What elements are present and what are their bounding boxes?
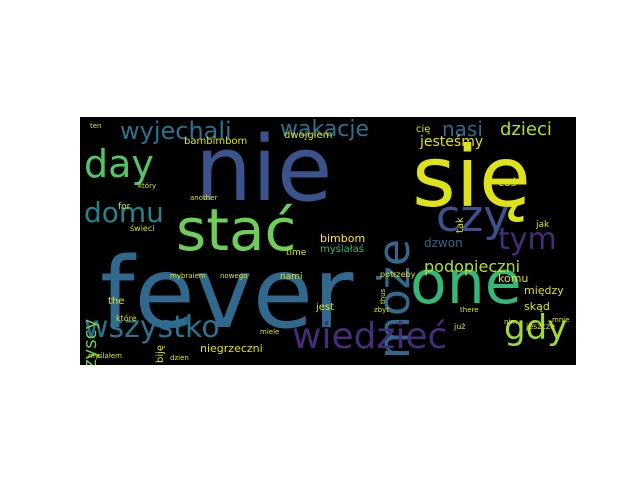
word: skąd	[524, 300, 550, 313]
word: stać	[176, 196, 297, 264]
word: jeszcze	[526, 322, 556, 331]
word: fever	[100, 237, 354, 351]
word: miele	[260, 328, 280, 336]
word: jak	[536, 220, 550, 230]
word: one	[410, 248, 522, 318]
word: wakacje	[280, 117, 370, 142]
word: nami	[280, 272, 303, 282]
word: już	[454, 322, 466, 331]
word: dzwon	[424, 236, 463, 250]
word: mnie	[552, 316, 570, 324]
word: domu	[84, 196, 164, 229]
word: there	[460, 306, 479, 314]
word: które	[116, 314, 137, 323]
word: another	[190, 194, 218, 202]
word: myślałaś	[320, 244, 364, 255]
word: thus	[379, 288, 387, 304]
word: bimbom	[320, 232, 366, 245]
word: jest	[316, 302, 335, 313]
word: day	[84, 142, 154, 186]
word: nowego	[220, 272, 248, 280]
word: nie	[195, 117, 333, 222]
word: między	[524, 284, 564, 297]
word-cloud: fever nie się one stać day może czy wiedzieć wszy…	[80, 117, 576, 365]
word: podopieczni	[424, 257, 521, 276]
word: nim	[504, 318, 518, 326]
word: tak	[455, 217, 466, 233]
word: komu	[498, 272, 529, 285]
word: świeci	[130, 224, 155, 233]
word: bambimbom	[184, 136, 248, 147]
word: cię	[416, 124, 431, 135]
word: for	[118, 202, 131, 212]
word: potrzeby	[380, 270, 416, 279]
word: tym	[498, 222, 557, 257]
word: mybraiem	[170, 272, 206, 280]
word: the	[108, 296, 125, 307]
word: niegrzeczni	[200, 342, 263, 355]
word: nasi	[442, 117, 483, 141]
word: gdy	[504, 308, 568, 348]
word: czy	[436, 191, 510, 242]
word: dzieci	[500, 119, 552, 140]
word: zbyt	[374, 306, 390, 314]
word: wyjechali	[120, 117, 232, 145]
word: który	[138, 182, 157, 190]
word: biję	[155, 344, 166, 363]
word: jesteśmy	[420, 134, 484, 150]
word: time	[286, 248, 307, 258]
word: coś	[498, 176, 517, 189]
word: myślałem	[88, 352, 122, 360]
word: się	[412, 128, 531, 226]
word: dwojgiem	[284, 130, 333, 141]
word: dzien	[170, 354, 189, 362]
word: wszystko	[84, 310, 220, 345]
word: ten	[90, 122, 102, 130]
word: wiedzieć	[292, 316, 448, 357]
